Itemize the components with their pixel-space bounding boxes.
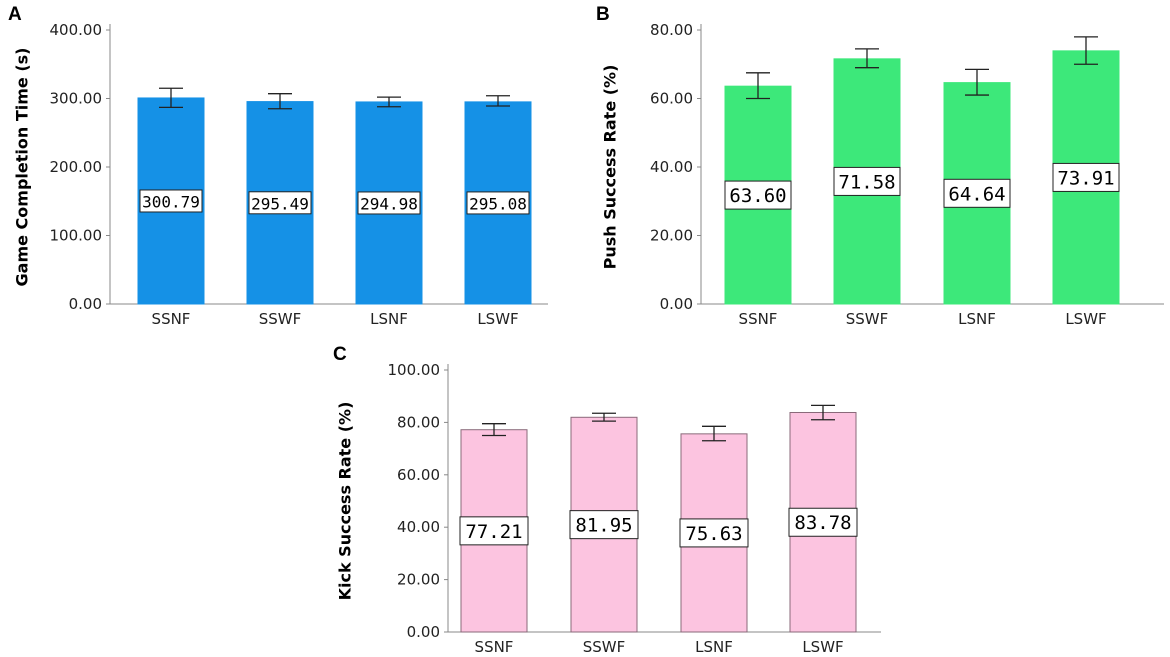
x-tick-label: SSNF: [739, 310, 778, 328]
y-tick-label: 60.00: [397, 466, 440, 484]
chart-panel-a: A Game Completion Time (s) 0.00 100.00 200.0…: [8, 4, 548, 328]
y-tick-label: 40.00: [397, 518, 440, 536]
y-axis-title: Game Completion Time (s): [13, 48, 32, 287]
x-tick-label: LSWF: [802, 638, 843, 656]
x-tick-label: SSNF: [152, 310, 191, 328]
data-label: 294.98: [360, 194, 418, 213]
chart-panel-c: C Kick Success Rate (%) 0.00 20.00 40.00 60.0…: [333, 344, 881, 656]
x-tick-label: SSNF: [475, 638, 514, 656]
data-label-box: [569, 510, 639, 540]
y-tick-label: 60.00: [650, 90, 693, 108]
data-label-box: [466, 191, 530, 215]
data-label-box: [248, 191, 312, 215]
y-tick-label: 100.00: [50, 227, 103, 245]
data-label-box: [943, 178, 1011, 208]
data-label: 81.95: [575, 515, 632, 537]
y-tick-label: 40.00: [650, 158, 693, 176]
x-tick-label: LSNF: [695, 638, 733, 656]
data-label-box: [724, 180, 792, 210]
y-tick-label: 20.00: [397, 571, 440, 589]
data-label: 83.78: [794, 512, 851, 534]
y-axis-title: Push Success Rate (%): [601, 65, 620, 270]
y-axis-title: Kick Success Rate (%): [336, 402, 355, 601]
data-label: 63.60: [729, 185, 786, 207]
y-tick-label: 300.00: [50, 90, 103, 108]
x-tick-label: SSWF: [583, 638, 626, 656]
data-label: 71.58: [838, 171, 895, 193]
y-tick-label: 20.00: [650, 227, 693, 245]
y-tick-label: 400.00: [50, 21, 103, 39]
data-label: 300.79: [142, 192, 200, 211]
data-label-box: [357, 191, 421, 215]
y-tick-label: 200.00: [50, 158, 103, 176]
data-label-box: [459, 516, 529, 546]
x-tick-label: LSNF: [958, 310, 996, 328]
x-tick-label: LSNF: [370, 310, 408, 328]
x-tick-label: SSWF: [846, 310, 889, 328]
data-label: 77.21: [465, 521, 522, 543]
data-label: 75.63: [685, 523, 742, 545]
y-tick-label: 80.00: [650, 21, 693, 39]
panel-letter: B: [596, 4, 610, 25]
y-tick-label: 80.00: [397, 413, 440, 431]
panel-letter: C: [333, 344, 347, 365]
x-tick-label: SSWF: [259, 310, 302, 328]
data-label: 64.64: [948, 183, 1005, 205]
data-label-box: [788, 507, 858, 537]
panel-letter: A: [8, 4, 22, 25]
y-tick-label: 0.00: [69, 295, 102, 313]
x-tick-label: LSWF: [477, 310, 518, 328]
data-label-box: [1052, 162, 1120, 192]
y-tick-label: 100.00: [388, 361, 441, 379]
data-label-box: [139, 189, 203, 213]
data-label-box: [833, 166, 901, 196]
data-label: 295.08: [469, 194, 527, 213]
chart-panel-b: B Push Success Rate (%) 0.00 20.00 40.00 60.0…: [596, 4, 1164, 328]
y-tick-label: 0.00: [407, 623, 440, 641]
y-tick-label: 0.00: [660, 295, 693, 313]
data-label: 73.91: [1057, 167, 1114, 189]
x-tick-label: LSWF: [1065, 310, 1106, 328]
data-label-box: [679, 518, 749, 548]
data-label: 295.49: [251, 194, 309, 213]
